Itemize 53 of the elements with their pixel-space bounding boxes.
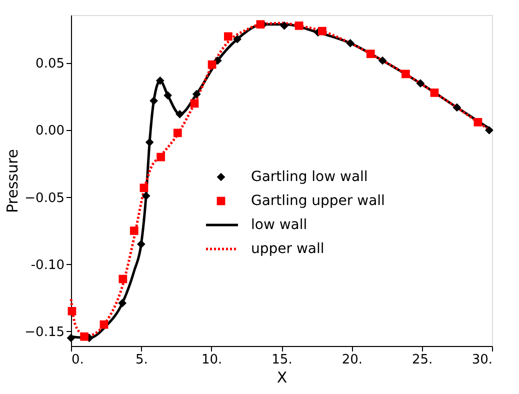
point [118, 274, 128, 284]
point [378, 56, 387, 65]
point [100, 320, 108, 329]
point [140, 184, 148, 192]
point [346, 38, 354, 48]
point [156, 152, 165, 162]
point [233, 34, 242, 44]
point [224, 32, 232, 41]
point [416, 79, 425, 88]
point [402, 70, 410, 78]
x-axis-title: X [276, 368, 288, 386]
legend-label: Gartling upper wall [251, 193, 385, 209]
x-tick-label: 25. [412, 352, 433, 368]
point [208, 60, 216, 69]
point [176, 110, 184, 118]
point [164, 91, 172, 100]
point [173, 128, 182, 138]
point [142, 192, 150, 200]
point [318, 26, 326, 36]
point [145, 138, 154, 146]
legend-label: low wall [251, 217, 308, 233]
point [366, 50, 375, 58]
point [150, 96, 158, 105]
point [474, 118, 482, 126]
x-tick-label: 20. [342, 352, 363, 368]
y-tick-label: −0.05 [24, 190, 64, 206]
legend-label: Gartling low wall [251, 169, 368, 185]
point [485, 126, 494, 134]
legend-label: upper wall [251, 241, 324, 257]
point [452, 103, 462, 112]
y-tick-label: -0.10 [30, 258, 64, 273]
point [66, 334, 76, 342]
point [68, 306, 76, 316]
point [192, 90, 201, 98]
x-tick-label: 0. [72, 352, 84, 368]
point [280, 22, 288, 30]
point [80, 332, 89, 341]
y-tick-label: 0.00 [36, 124, 64, 139]
x-tick-label: 10. [201, 352, 222, 368]
x-tick-label: 30. [472, 352, 492, 368]
point [130, 226, 138, 235]
x-tick-label: 15. [272, 352, 292, 368]
point [136, 240, 146, 248]
x-tick-label: 5. [135, 352, 148, 368]
point [294, 22, 304, 30]
y-axis-title: Pressure [4, 148, 22, 214]
point [190, 99, 199, 108]
point [156, 76, 164, 85]
point [430, 88, 439, 97]
y-tick-label: −0.15 [24, 324, 64, 340]
point [118, 298, 127, 308]
y-tick-label: 0.05 [36, 56, 64, 72]
point [256, 20, 265, 29]
